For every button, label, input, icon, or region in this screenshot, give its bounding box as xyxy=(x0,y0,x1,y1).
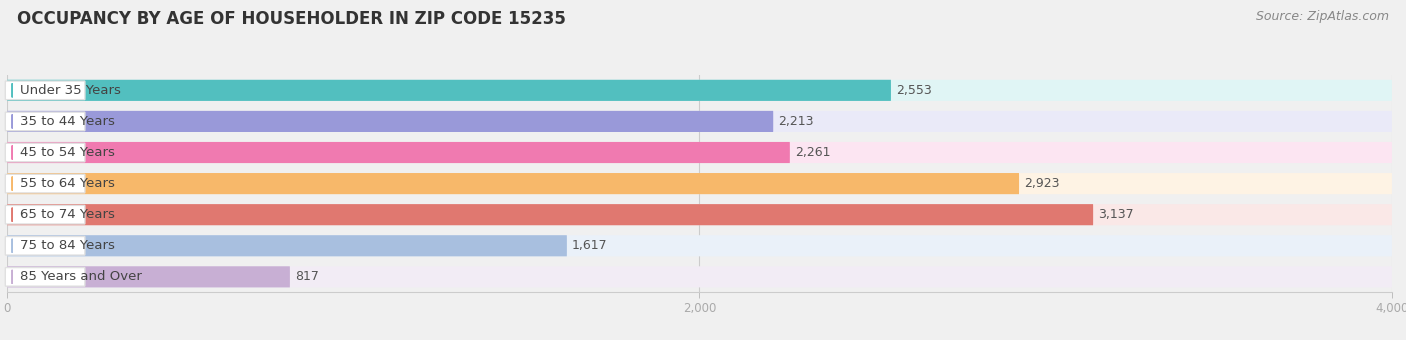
Text: 2,213: 2,213 xyxy=(779,115,814,128)
FancyBboxPatch shape xyxy=(7,266,1392,287)
Text: 65 to 74 Years: 65 to 74 Years xyxy=(20,208,115,221)
Text: 35 to 44 Years: 35 to 44 Years xyxy=(20,115,115,128)
Text: Source: ZipAtlas.com: Source: ZipAtlas.com xyxy=(1256,10,1389,23)
FancyBboxPatch shape xyxy=(7,173,1019,194)
Text: 817: 817 xyxy=(295,270,319,283)
FancyBboxPatch shape xyxy=(6,205,84,224)
FancyBboxPatch shape xyxy=(6,268,84,286)
Text: OCCUPANCY BY AGE OF HOUSEHOLDER IN ZIP CODE 15235: OCCUPANCY BY AGE OF HOUSEHOLDER IN ZIP C… xyxy=(17,10,565,28)
FancyBboxPatch shape xyxy=(7,111,773,132)
Text: 1,617: 1,617 xyxy=(572,239,607,252)
FancyBboxPatch shape xyxy=(6,174,84,193)
FancyBboxPatch shape xyxy=(7,80,1392,101)
FancyBboxPatch shape xyxy=(6,81,84,100)
Text: 75 to 84 Years: 75 to 84 Years xyxy=(20,239,115,252)
FancyBboxPatch shape xyxy=(7,142,1392,163)
FancyBboxPatch shape xyxy=(7,204,1392,225)
FancyBboxPatch shape xyxy=(7,235,1392,256)
FancyBboxPatch shape xyxy=(6,143,84,162)
FancyBboxPatch shape xyxy=(6,112,84,131)
FancyBboxPatch shape xyxy=(7,235,567,256)
Text: 2,923: 2,923 xyxy=(1024,177,1060,190)
FancyBboxPatch shape xyxy=(7,111,1392,132)
Text: 55 to 64 Years: 55 to 64 Years xyxy=(20,177,115,190)
FancyBboxPatch shape xyxy=(7,142,790,163)
Text: 85 Years and Over: 85 Years and Over xyxy=(20,270,142,283)
FancyBboxPatch shape xyxy=(7,266,290,287)
Text: 2,553: 2,553 xyxy=(896,84,932,97)
Text: 45 to 54 Years: 45 to 54 Years xyxy=(20,146,115,159)
FancyBboxPatch shape xyxy=(7,80,891,101)
FancyBboxPatch shape xyxy=(6,237,84,255)
Text: 3,137: 3,137 xyxy=(1098,208,1135,221)
Text: Under 35 Years: Under 35 Years xyxy=(20,84,121,97)
Text: 2,261: 2,261 xyxy=(794,146,831,159)
FancyBboxPatch shape xyxy=(7,173,1392,194)
FancyBboxPatch shape xyxy=(7,204,1092,225)
